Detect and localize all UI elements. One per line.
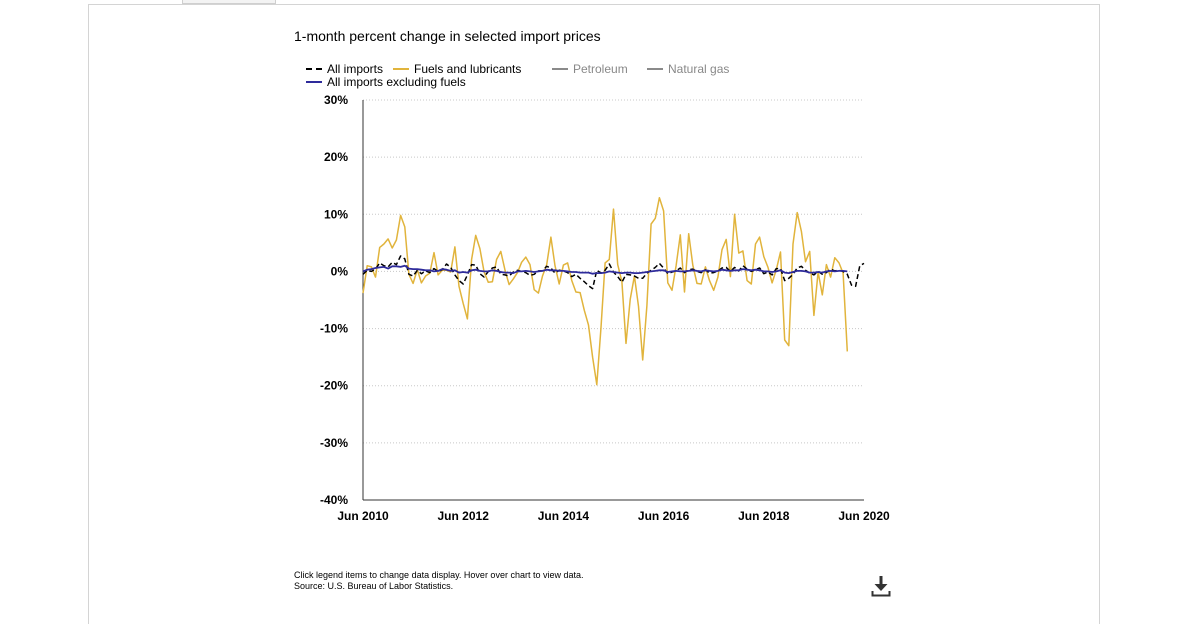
legend-item-petroleum[interactable]: Petroleum [552,62,628,76]
legend-label: Fuels and lubricants [414,62,522,76]
y-tick-label: 20% [324,150,348,164]
grid [363,99,864,444]
series-line-fuels-and-lubricants[interactable] [362,196,849,386]
legend-swatch-natural-gas [647,68,663,70]
legend-item-all-imports-excluding-fuels[interactable]: All imports excluding fuels [306,75,466,89]
y-tick-label: 30% [324,93,348,107]
x-tick-label: Jun 2012 [438,509,490,523]
x-tick-label: Jun 2020 [838,509,890,523]
legend-item-all-imports[interactable]: All imports [306,62,383,76]
legend-item-natural-gas[interactable]: Natural gas [647,62,729,76]
chart-notes: Click legend items to change data displa… [294,570,583,592]
legend-swatch-all-imports-excluding-fuels [306,81,322,83]
legend-swatch-fuels [393,68,409,70]
y-tick-label: 10% [324,207,348,221]
series-line-all-imports-excluding-fuels[interactable] [362,264,848,275]
x-tick-label: Jun 2018 [738,509,790,523]
chart-title: 1-month percent change in selected impor… [294,28,601,44]
legend-label: All imports excluding fuels [327,75,466,89]
legend-label: Natural gas [668,62,730,76]
x-tick-label: Jun 2016 [638,509,690,523]
legend-item-fuels-and-lubricants[interactable]: Fuels and lubricants [393,62,521,76]
line-chart[interactable]: 30% 20% 10% 0% -10% -20% -30% -40% Jun 2010 Jun 2… [0,0,1192,600]
series-layer[interactable] [362,196,865,386]
source-text: Source: U.S. Bureau of Labor Statistics. [294,581,454,591]
instructions-text: Click legend items to change data displa… [294,570,584,580]
download-icon[interactable] [871,575,891,597]
y-tick-label: 0% [331,264,349,278]
chart-legend: All imports Fuels and lubricants Petrole… [306,62,826,90]
legend-swatch-all-imports [306,68,322,70]
axes: 30% 20% 10% 0% -10% -20% -30% -40% Jun 2010 Jun 2… [320,93,890,523]
legend-label: All imports [327,62,384,76]
legend-label: Petroleum [573,62,628,76]
x-tick-label: Jun 2010 [337,509,389,523]
legend-swatch-petroleum [552,68,568,70]
chart-frame [88,4,1100,624]
y-tick-label: -40% [320,493,348,507]
y-tick-label: -30% [320,436,348,450]
tab-edge [182,0,276,4]
y-tick-label: -20% [320,379,348,393]
y-tick-label: -10% [320,322,348,336]
x-tick-label: Jun 2014 [538,509,590,523]
